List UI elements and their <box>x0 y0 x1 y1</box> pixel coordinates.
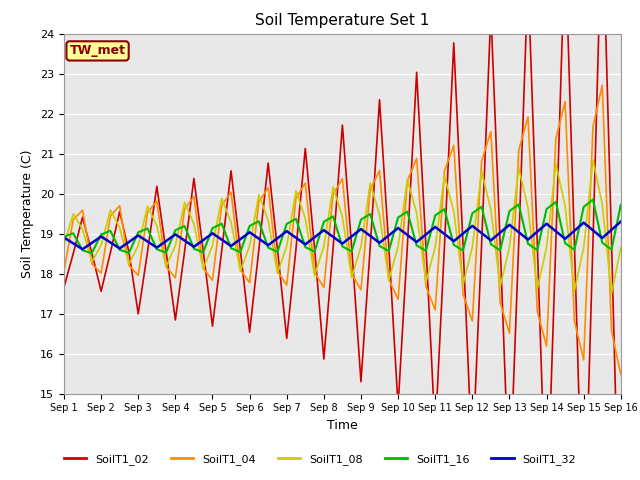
Legend: SoilT1_02, SoilT1_04, SoilT1_08, SoilT1_16, SoilT1_32: SoilT1_02, SoilT1_04, SoilT1_08, SoilT1_… <box>60 450 580 469</box>
X-axis label: Time: Time <box>327 419 358 432</box>
Y-axis label: Soil Temperature (C): Soil Temperature (C) <box>22 149 35 278</box>
Title: Soil Temperature Set 1: Soil Temperature Set 1 <box>255 13 429 28</box>
Text: TW_met: TW_met <box>70 44 125 58</box>
